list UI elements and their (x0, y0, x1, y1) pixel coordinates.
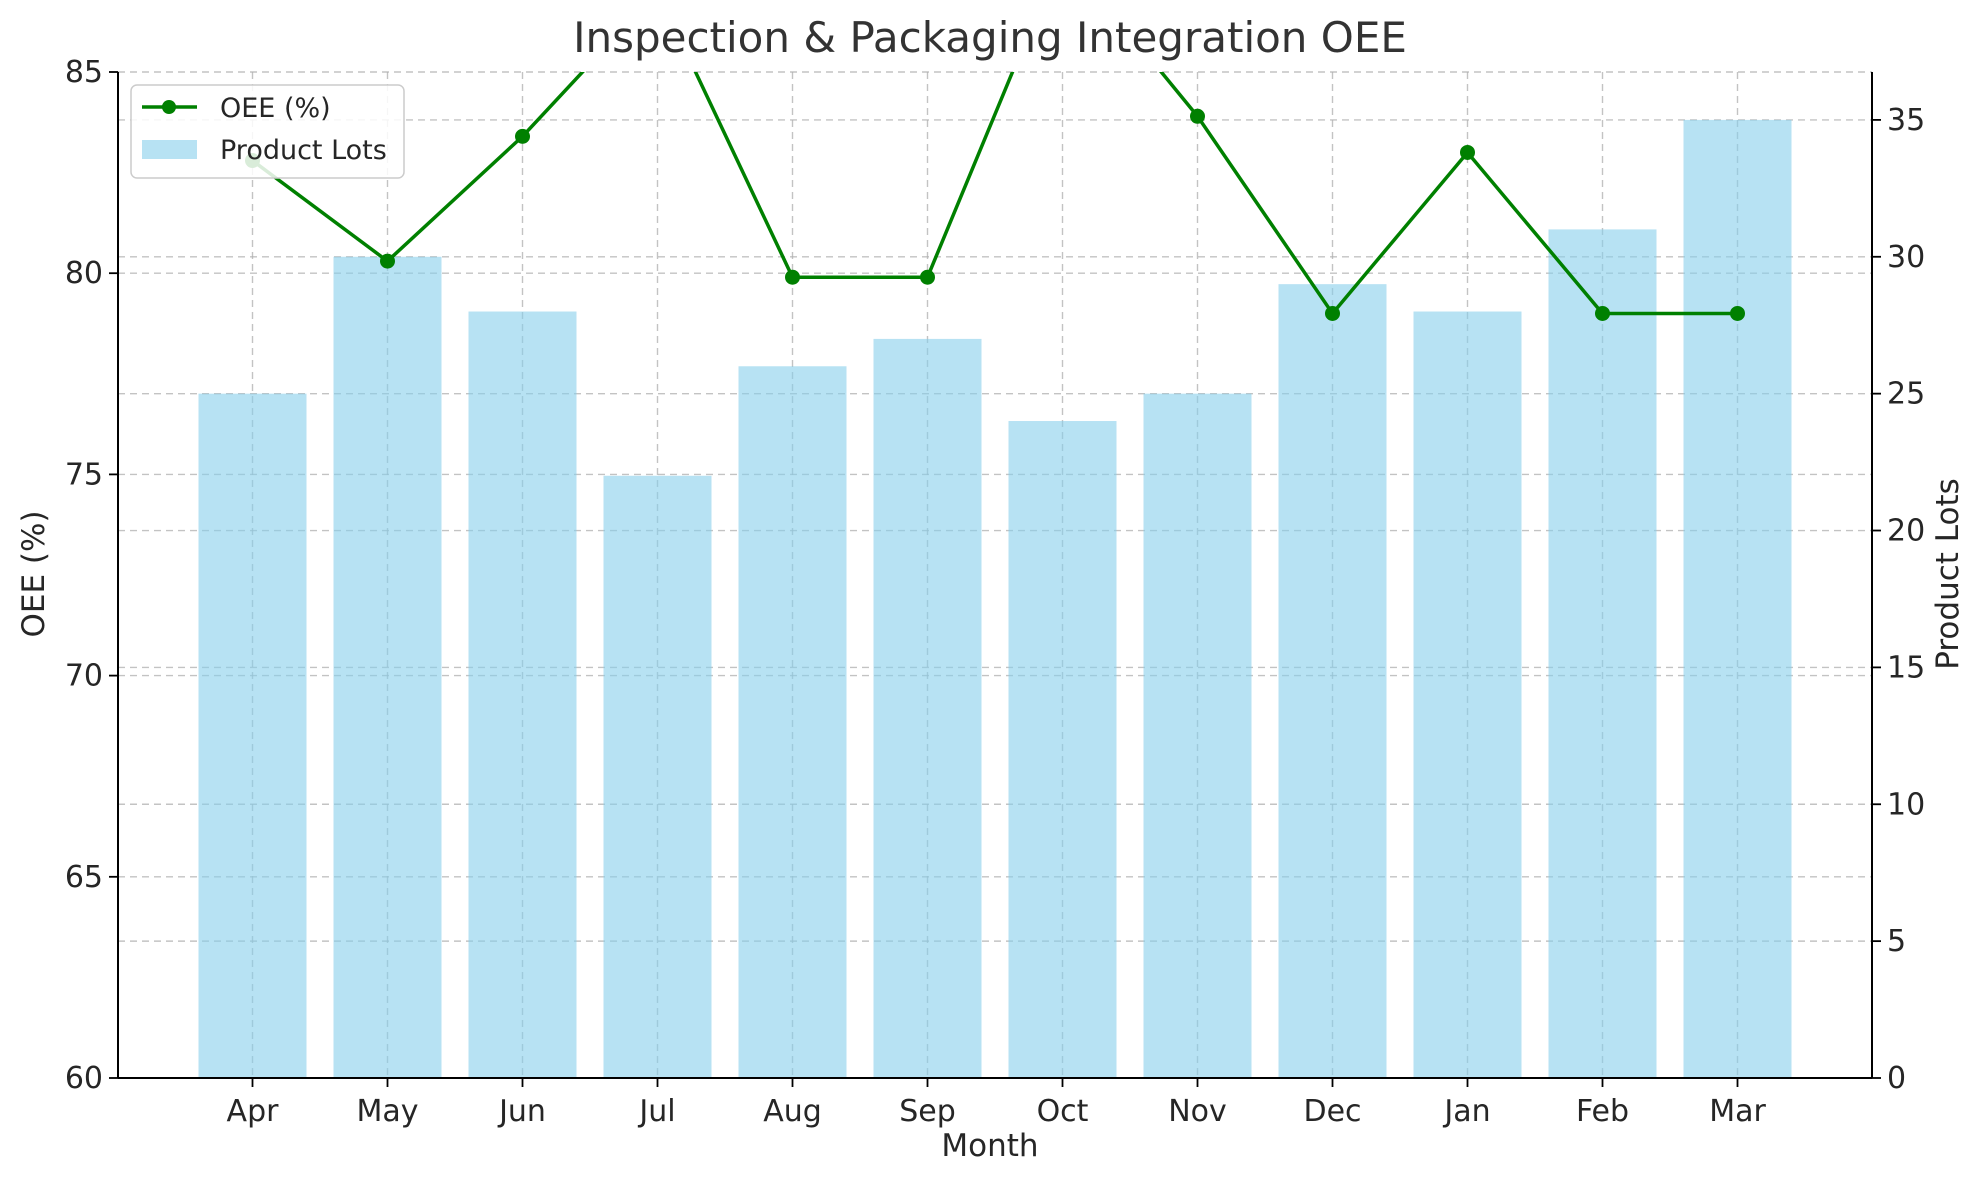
left-tick-label: 70 (65, 659, 103, 694)
right-axis-label: Product Lots (1930, 478, 1966, 670)
bar-dec (1278, 284, 1387, 1078)
right-tick-label: 30 (1887, 240, 1925, 275)
oee-point-aug (785, 269, 800, 285)
oee-point-mar (1730, 305, 1745, 321)
axis-layer: 60 65 70 75 80 85 0 5 10 15 20 25 30 35 Apr May Jun Jul Au… (65, 55, 1925, 1129)
legend-label-lots: Product Lots (220, 135, 387, 166)
right-tick-label: 10 (1887, 787, 1925, 822)
x-tick-label: Mar (1709, 1094, 1766, 1129)
x-tick-label: Feb (1576, 1094, 1629, 1129)
legend-bar-swatch (142, 140, 197, 159)
x-tick-label: Nov (1168, 1094, 1227, 1129)
legend-label-oee: OEE (%) (220, 93, 331, 124)
oee-point-sep (920, 269, 935, 285)
bar-mar (1683, 119, 1792, 1078)
x-tick-label: May (356, 1094, 418, 1129)
bar-jun (468, 311, 577, 1078)
bar-may (333, 256, 442, 1078)
right-tick-label: 25 (1887, 377, 1925, 412)
x-tick-label: Aug (763, 1094, 822, 1129)
x-tick-label: Apr (227, 1094, 280, 1129)
legend-line-marker (162, 100, 176, 114)
bar-jul (603, 475, 712, 1079)
bar-apr (198, 393, 307, 1079)
right-tick-label: 0 (1887, 1061, 1906, 1096)
left-tick-label: 85 (65, 55, 103, 90)
oee-line (251, 72, 1738, 316)
oee-point-jun (515, 128, 530, 144)
bar-layer (198, 119, 1792, 1079)
oee-point-feb (1595, 305, 1610, 321)
legend: OEE (%) Product Lots (130, 84, 405, 179)
right-tick-label: 15 (1887, 650, 1925, 685)
oee-point-jan (1460, 144, 1475, 160)
oee-point-may (380, 253, 395, 269)
bar-jan (1413, 311, 1522, 1078)
oee-point-nov (1190, 108, 1205, 124)
left-tick-label: 75 (65, 457, 103, 492)
x-tick-label: Jul (637, 1094, 675, 1129)
left-tick-label: 65 (65, 860, 103, 895)
x-tick-label: Jan (1442, 1094, 1490, 1129)
bar-oct (1008, 421, 1117, 1079)
right-tick-label: 5 (1887, 924, 1906, 959)
bar-aug (738, 366, 847, 1078)
x-axis-label: Month (941, 1128, 1038, 1164)
bar-feb (1548, 229, 1657, 1078)
right-tick-label: 20 (1887, 514, 1925, 549)
x-tick-label: Jun (497, 1094, 546, 1129)
left-axis-label: OEE (%) (16, 510, 52, 637)
right-tick-label: 35 (1887, 103, 1925, 138)
bar-nov (1143, 393, 1252, 1079)
x-tick-label: Oct (1037, 1094, 1089, 1129)
left-tick-label: 80 (65, 256, 103, 291)
x-tick-label: Dec (1303, 1094, 1361, 1129)
legend-frame (130, 84, 405, 179)
left-tick-label: 60 (65, 1061, 103, 1096)
bar-sep (873, 338, 982, 1078)
x-tick-label: Sep (899, 1094, 956, 1129)
oee-point-dec (1325, 305, 1340, 321)
chart-title: Inspection & Packaging Integration OEE (573, 13, 1407, 62)
